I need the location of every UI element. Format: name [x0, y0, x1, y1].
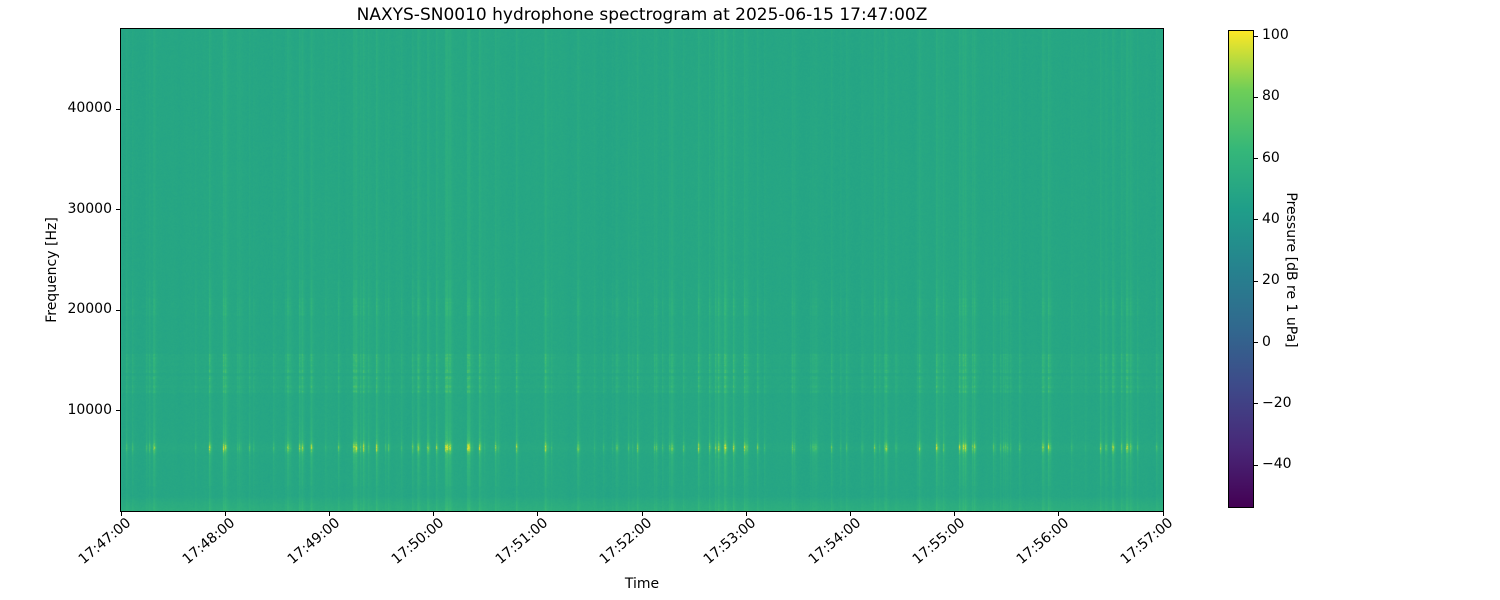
colorbar-tick-mark: [1254, 403, 1258, 405]
x-tick-mark: [745, 512, 747, 516]
y-tick-label: 10000: [67, 401, 112, 418]
spectrogram-heatmap: [121, 29, 1163, 511]
x-tick-mark: [433, 512, 435, 516]
x-tick-label: 17:48:00: [180, 515, 239, 568]
colorbar-tick-label: −20: [1262, 394, 1292, 411]
x-tick-label: 17:57:00: [1117, 515, 1177, 568]
colorbar-tick-mark: [1254, 35, 1258, 37]
colorbar-tick-label: 0: [1262, 333, 1271, 350]
colorbar-tick-mark: [1254, 219, 1258, 221]
colorbar-tick-mark: [1254, 342, 1258, 344]
x-tick-label: 17:56:00: [1013, 515, 1073, 568]
x-tick-mark: [1162, 512, 1164, 516]
x-tick-label: 17:47:00: [75, 515, 135, 568]
colorbar-label: Pressure [dB re 1 uPa]: [1283, 192, 1299, 348]
x-tick-mark: [224, 512, 226, 516]
colorbar-tick-label: 20: [1262, 272, 1280, 289]
y-tick-label: 30000: [67, 200, 112, 217]
colorbar-tick-mark: [1254, 280, 1258, 282]
colorbar-tick-label: 80: [1262, 88, 1280, 105]
x-tick-label: 17:51:00: [492, 515, 552, 568]
x-tick-mark: [1058, 512, 1060, 516]
x-tick-mark: [849, 512, 851, 516]
colorbar-tick-mark: [1254, 464, 1258, 466]
x-tick-mark: [537, 512, 539, 516]
x-tick-label: 17:53:00: [701, 515, 760, 568]
x-tick-mark: [641, 512, 643, 516]
x-tick-label: 17:50:00: [388, 515, 447, 568]
colorbar-tick-label: −40: [1262, 456, 1292, 473]
x-tick-label: 17:54:00: [805, 515, 864, 568]
y-tick-label: 40000: [67, 100, 112, 117]
x-tick-label: 17:52:00: [596, 515, 656, 568]
x-tick-mark: [120, 512, 122, 516]
x-axis-label: Time: [624, 576, 660, 592]
x-tick-label: 17:55:00: [909, 515, 968, 568]
colorbar-tick-label: 60: [1262, 149, 1280, 166]
y-tick-mark: [116, 309, 120, 311]
colorbar: [1228, 30, 1254, 508]
colorbar-tick-label: 40: [1262, 210, 1280, 227]
y-tick-label: 20000: [67, 301, 112, 318]
y-tick-mark: [116, 410, 120, 412]
colorbar-tick-mark: [1254, 158, 1258, 160]
chart-title: NAXYS-SN0010 hydrophone spectrogram at 2…: [356, 5, 928, 25]
colorbar-tick-mark: [1254, 96, 1258, 98]
colorbar-tick-label: 100: [1262, 27, 1289, 44]
x-tick-mark: [954, 512, 956, 516]
x-tick-label: 17:49:00: [284, 515, 343, 568]
y-tick-mark: [116, 209, 120, 211]
plot-area: [120, 28, 1164, 512]
y-tick-mark: [116, 108, 120, 110]
x-tick-mark: [328, 512, 330, 516]
